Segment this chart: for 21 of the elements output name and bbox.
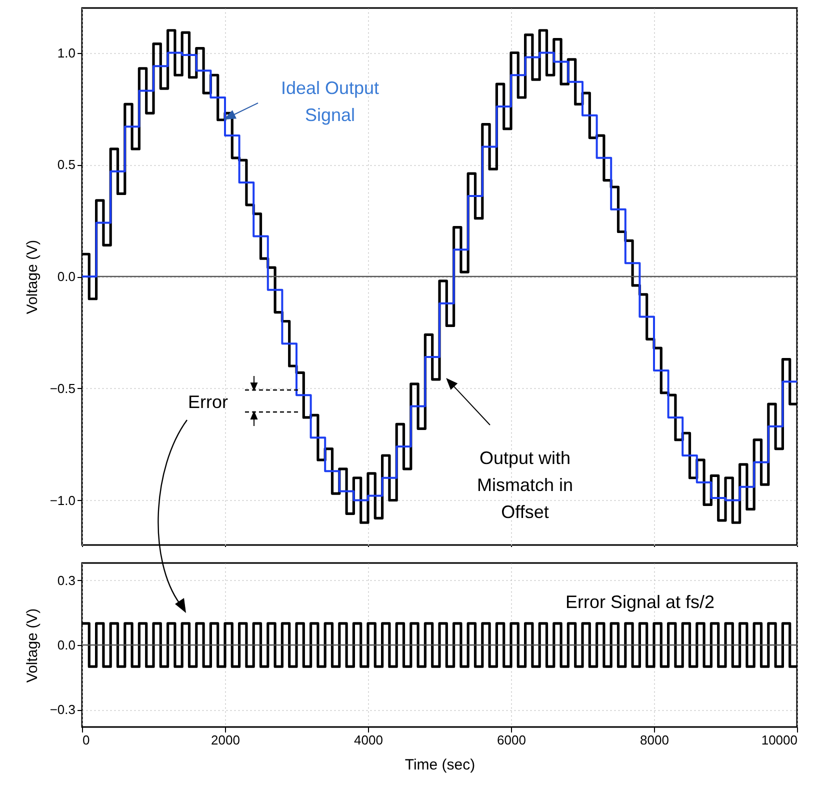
x-tick-label: 0 <box>82 732 90 748</box>
annotation: Output with Mismatch in Offset <box>476 448 574 522</box>
y-tick-label: −0.5 <box>50 380 76 396</box>
x-tick-label: 10000 <box>761 732 798 748</box>
x-tick-label: 2000 <box>211 732 240 748</box>
y-tick-label: 0.3 <box>57 572 76 588</box>
y-tick-label: −0.3 <box>50 702 76 718</box>
annotation: Error Signal at fs/2 <box>565 592 715 612</box>
annotation: Error <box>188 392 228 412</box>
y-tick-label: −1.0 <box>50 492 76 508</box>
x-tick-label: 6000 <box>497 732 526 748</box>
y-axis-title: Voltage (V) <box>24 240 41 314</box>
annotation: Ideal Output Signal <box>280 78 380 125</box>
y-tick-label: 0.0 <box>57 269 76 284</box>
y-tick-label: 0.0 <box>57 638 76 652</box>
y-tick-label: 1.0 <box>57 45 76 60</box>
x-tick-label: 8000 <box>640 732 669 748</box>
x-axis-title: Time (sec) <box>404 756 476 774</box>
y-tick-label: 0.5 <box>57 157 76 172</box>
y-axis-title: Voltage (V) <box>24 608 41 683</box>
x-tick-label: 4000 <box>354 732 383 748</box>
